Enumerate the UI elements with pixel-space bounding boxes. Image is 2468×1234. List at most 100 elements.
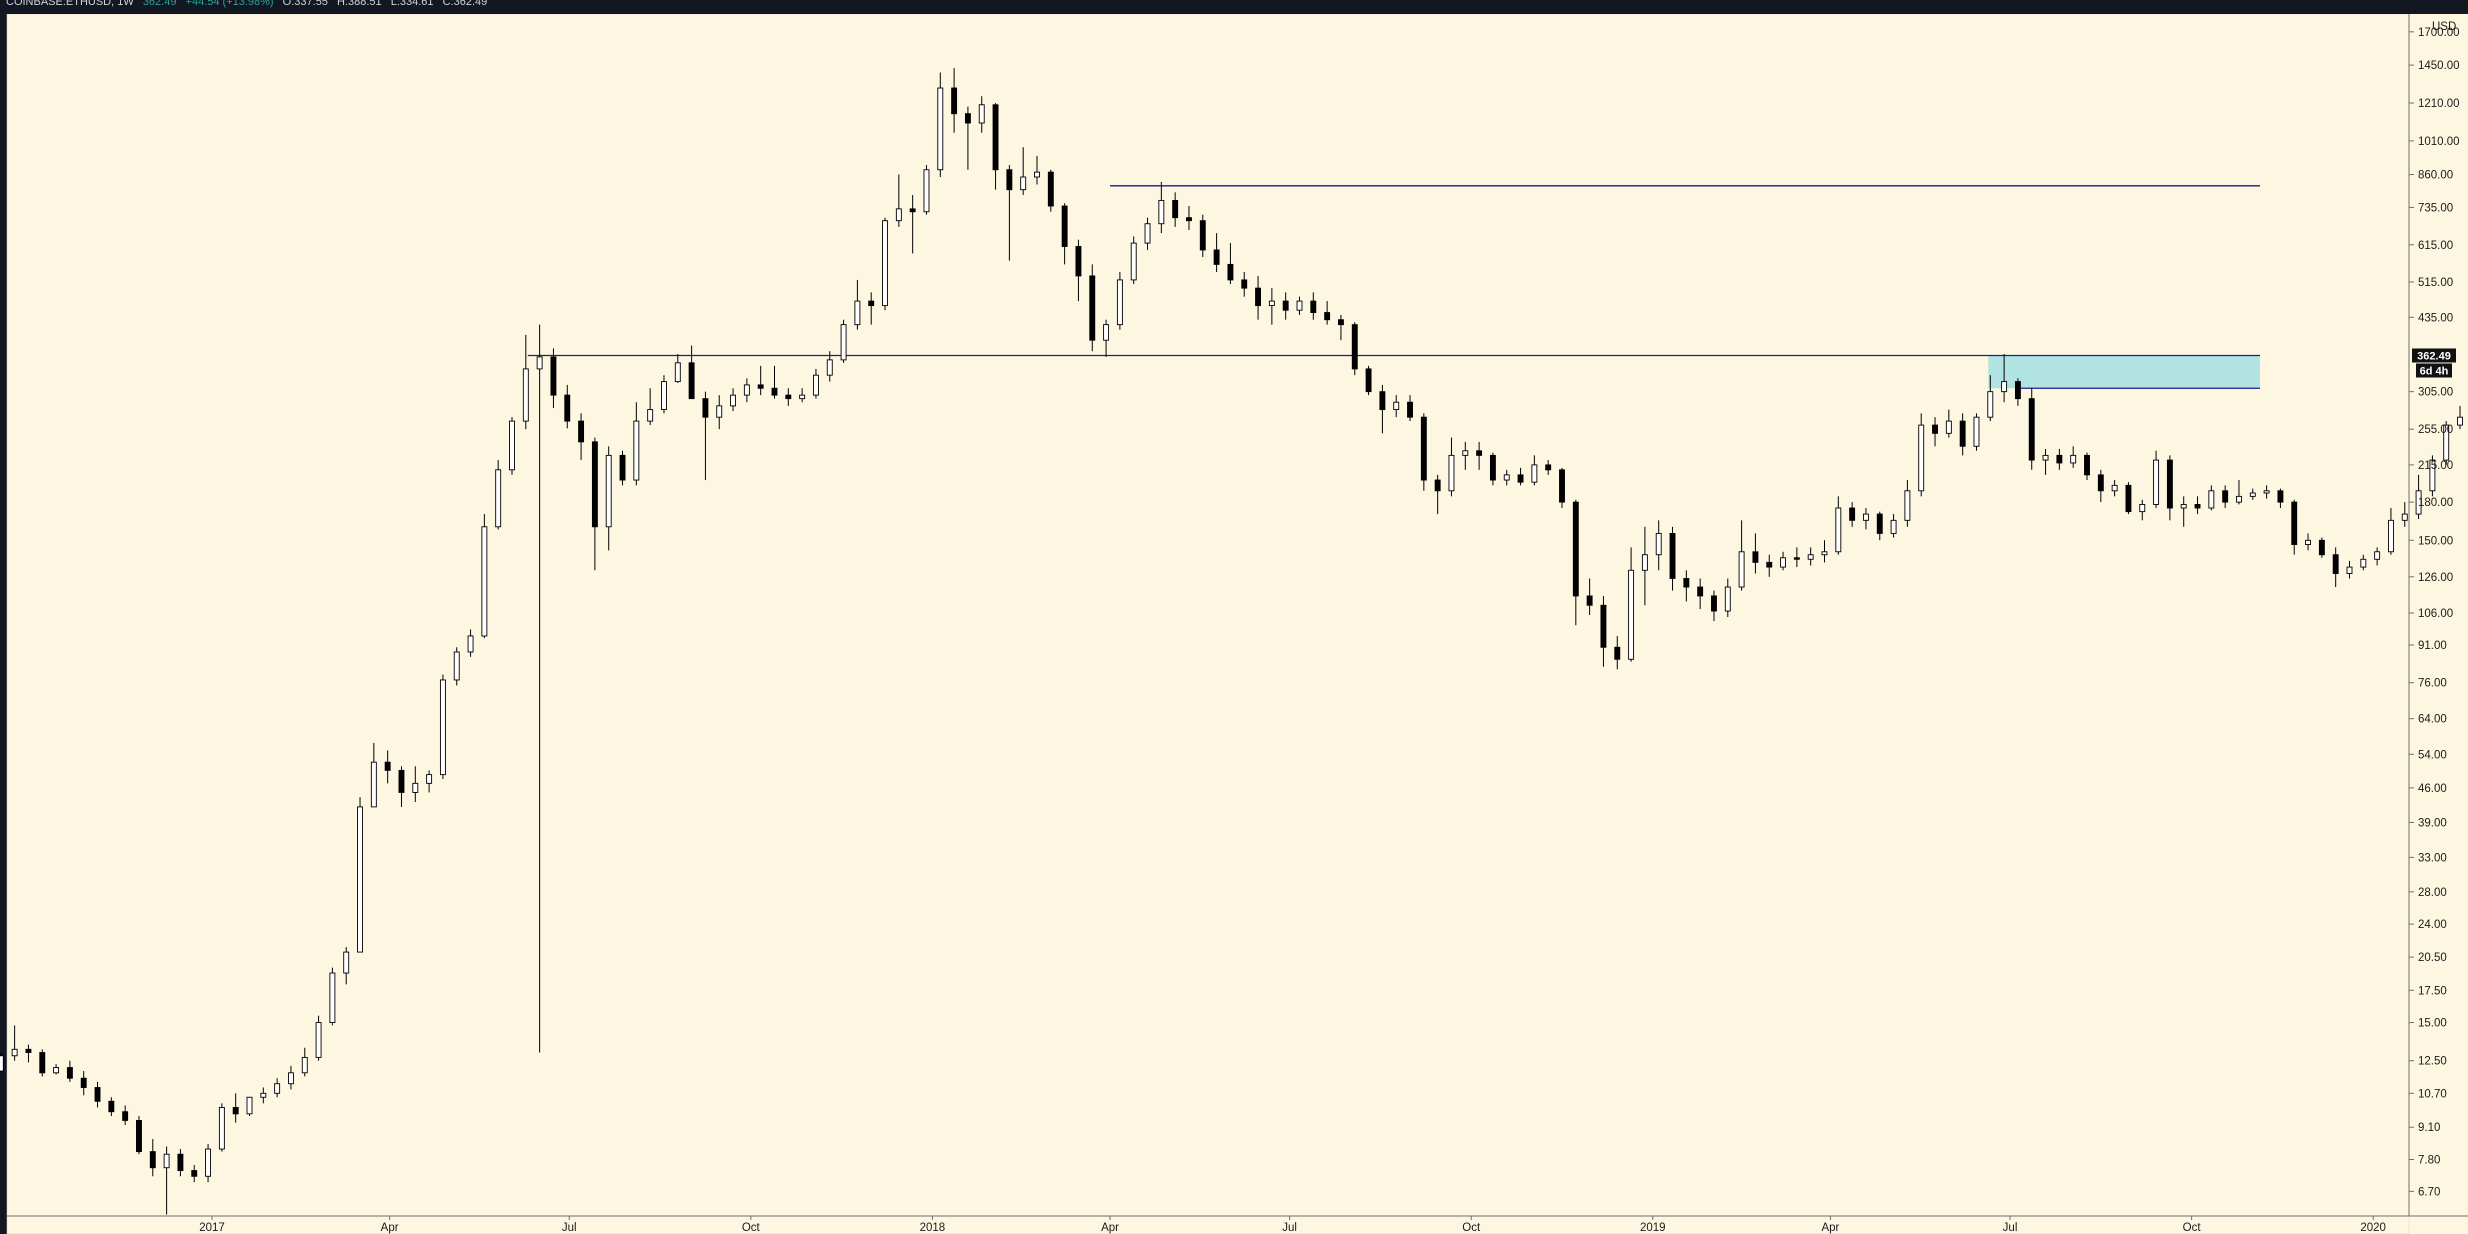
candle[interactable] bbox=[2360, 554, 2367, 571]
candle[interactable] bbox=[1448, 437, 1455, 497]
candle[interactable] bbox=[1752, 533, 1759, 574]
candle[interactable] bbox=[1738, 520, 1745, 591]
candle[interactable] bbox=[1034, 155, 1040, 185]
candle[interactable] bbox=[1517, 467, 1524, 486]
candle[interactable] bbox=[2070, 446, 2077, 468]
candle[interactable] bbox=[605, 446, 612, 551]
candle[interactable] bbox=[688, 345, 695, 400]
candle[interactable] bbox=[384, 750, 391, 784]
candle[interactable] bbox=[1724, 578, 1731, 618]
candle[interactable] bbox=[522, 334, 529, 430]
candle[interactable] bbox=[1116, 272, 1123, 330]
symbol-label[interactable]: COINBASE:ETHUSD, 1W bbox=[6, 0, 134, 8]
candle[interactable] bbox=[743, 378, 750, 403]
candle[interactable] bbox=[1172, 192, 1179, 227]
candle[interactable] bbox=[66, 1060, 73, 1082]
candle[interactable] bbox=[439, 674, 446, 779]
candle[interactable] bbox=[1793, 547, 1800, 568]
candle[interactable] bbox=[481, 514, 488, 639]
candle[interactable] bbox=[1227, 243, 1234, 284]
candle[interactable] bbox=[1434, 474, 1441, 515]
candle[interactable] bbox=[260, 1087, 267, 1104]
candle[interactable] bbox=[951, 68, 958, 133]
candle[interactable] bbox=[1489, 452, 1496, 486]
candle[interactable] bbox=[1337, 314, 1344, 341]
candle[interactable] bbox=[1075, 239, 1082, 302]
candle[interactable] bbox=[2084, 452, 2090, 481]
candle[interactable] bbox=[2249, 488, 2256, 500]
candle[interactable] bbox=[1130, 236, 1137, 284]
candle[interactable] bbox=[2277, 488, 2284, 509]
candle[interactable] bbox=[1669, 526, 1676, 591]
candle[interactable] bbox=[2194, 496, 2201, 515]
candle[interactable] bbox=[0, 1052, 4, 1073]
candle[interactable] bbox=[1531, 455, 1538, 486]
candle[interactable] bbox=[1849, 502, 1856, 527]
candle[interactable] bbox=[1614, 635, 1621, 670]
candle[interactable] bbox=[163, 1146, 170, 1215]
candle[interactable] bbox=[1324, 301, 1331, 325]
candle[interactable] bbox=[909, 194, 916, 254]
candle[interactable] bbox=[964, 106, 971, 170]
candle[interactable] bbox=[1697, 578, 1704, 610]
candle[interactable] bbox=[1641, 526, 1648, 606]
candle[interactable] bbox=[895, 174, 902, 227]
candle[interactable] bbox=[1959, 413, 1966, 456]
candle[interactable] bbox=[1628, 547, 1635, 662]
candle[interactable] bbox=[39, 1049, 46, 1077]
candle[interactable] bbox=[2222, 485, 2229, 509]
candle[interactable] bbox=[136, 1116, 142, 1155]
candle[interactable] bbox=[1255, 275, 1262, 320]
candle[interactable] bbox=[25, 1044, 32, 1063]
candle[interactable] bbox=[1310, 292, 1317, 320]
candle[interactable] bbox=[1103, 319, 1110, 357]
candle[interactable] bbox=[1766, 554, 1773, 577]
candle[interactable] bbox=[398, 766, 405, 807]
candle[interactable] bbox=[1807, 547, 1814, 566]
candle[interactable] bbox=[730, 388, 737, 412]
candle[interactable] bbox=[1890, 514, 1897, 538]
candle[interactable] bbox=[1973, 413, 1980, 451]
candle[interactable] bbox=[633, 402, 640, 486]
candle[interactable] bbox=[937, 72, 944, 177]
candle[interactable] bbox=[785, 388, 792, 406]
candle[interactable] bbox=[149, 1139, 156, 1177]
candle[interactable] bbox=[2291, 499, 2298, 555]
candle[interactable] bbox=[329, 967, 336, 1026]
candle[interactable] bbox=[716, 395, 723, 430]
candle[interactable] bbox=[1655, 520, 1662, 571]
support-zone[interactable] bbox=[1988, 355, 2260, 389]
candle[interactable] bbox=[1282, 292, 1289, 320]
candle[interactable] bbox=[1213, 233, 1220, 273]
candle[interactable] bbox=[2111, 480, 2118, 497]
candle[interactable] bbox=[108, 1097, 115, 1117]
candle[interactable] bbox=[1862, 508, 1869, 530]
time-axis[interactable]: JunSep2017AprJulOct2018AprJulOct2019AprJ… bbox=[0, 1216, 2468, 1234]
candle[interactable] bbox=[826, 351, 833, 382]
candle[interactable] bbox=[2457, 405, 2463, 430]
candle[interactable] bbox=[2415, 474, 2422, 520]
candle[interactable] bbox=[591, 437, 598, 571]
candle[interactable] bbox=[122, 1105, 129, 1125]
candle[interactable] bbox=[205, 1143, 212, 1183]
candle[interactable] bbox=[1020, 147, 1027, 195]
candle[interactable] bbox=[550, 348, 557, 409]
candle[interactable] bbox=[177, 1149, 184, 1177]
candle[interactable] bbox=[315, 1015, 322, 1061]
candle[interactable] bbox=[1365, 365, 1372, 396]
candle[interactable] bbox=[978, 96, 985, 133]
candle[interactable] bbox=[2387, 508, 2394, 555]
candle[interactable] bbox=[1144, 217, 1151, 250]
candle[interactable] bbox=[661, 375, 667, 414]
candle[interactable] bbox=[1600, 595, 1607, 667]
candle[interactable] bbox=[1932, 417, 1938, 447]
candle[interactable] bbox=[2028, 388, 2035, 470]
candle[interactable] bbox=[1904, 480, 1911, 527]
candle[interactable] bbox=[1711, 590, 1717, 622]
candle[interactable] bbox=[1351, 322, 1358, 376]
candle[interactable] bbox=[1987, 375, 1994, 422]
price-axis[interactable]: USD 6.70 7.80 9.10 10.70 12.50 15.00 17.50 20.50… bbox=[2409, 0, 2460, 1198]
candle[interactable] bbox=[509, 417, 515, 475]
candle[interactable] bbox=[1476, 441, 1483, 470]
candle[interactable] bbox=[2263, 485, 2270, 499]
